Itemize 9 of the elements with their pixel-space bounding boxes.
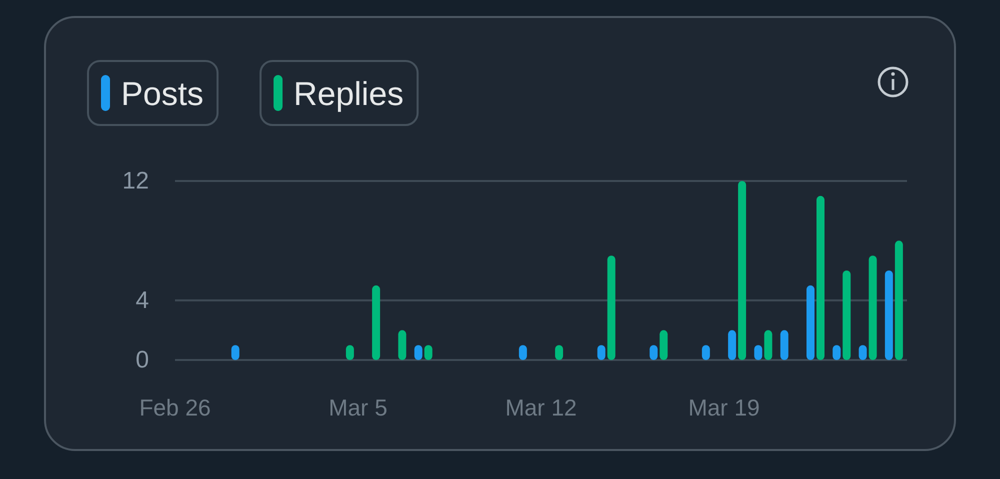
x-tick-label: Mar 5 <box>328 394 388 420</box>
legend-label: Replies <box>294 75 404 112</box>
x-tick-label: Feb 26 <box>139 394 211 420</box>
y-tick-label: 0 <box>136 346 149 374</box>
x-tick-label: Mar 12 <box>505 394 577 420</box>
legend-label: Posts <box>121 75 204 112</box>
y-tick-label: 12 <box>122 168 149 195</box>
y-tick-label: 4 <box>136 287 149 314</box>
x-tick-label: Mar 19 <box>688 394 760 420</box>
